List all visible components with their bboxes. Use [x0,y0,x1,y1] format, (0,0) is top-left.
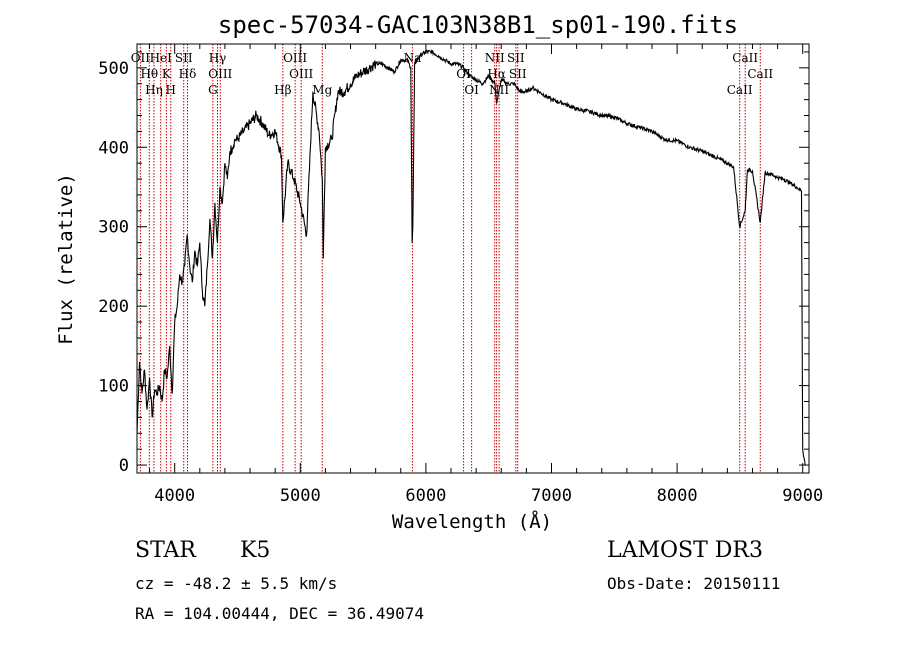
flux-series-line [136,48,806,466]
spectral-line-label: CaII [732,51,758,65]
x-tick-label: 6000 [405,486,446,506]
spectral-line-label: OII [131,51,151,65]
spectral-line-label: Hγ [209,51,227,65]
y-tick-label: 100 [98,377,129,397]
spectral-line-label: H [166,83,176,97]
spectral-line-label: G [208,83,218,97]
y-axis-ticks: 0 100 200 300 400 500 [98,51,809,476]
y-tick-label: 200 [98,297,129,317]
object-subclass: K5 [240,538,271,563]
spectral-line-label: SII [507,51,525,65]
object-class: STAR [135,538,196,563]
spectral-line-label: Mg [312,83,332,97]
obs-date: Obs-Date: 20150111 [607,574,781,593]
spectral-line-label: SII [175,51,193,65]
spectral-line-label: OI [464,83,479,97]
spectral-line-label: OI [456,67,471,81]
spectral-line-label: CaII [747,67,773,81]
spectral-line-label: OIII [283,51,307,65]
x-axis-label: Wavelength (Å) [392,510,552,533]
spectral-line-label: Hθ [140,67,158,81]
spectral-line-label: HeI [150,51,173,65]
spectral-line-label: Hδ [179,67,197,81]
spectral-line-label: OIII [208,67,232,81]
x-tick-label: 7000 [531,486,572,506]
y-tick-label: 500 [98,59,129,79]
x-tick-label: 4000 [154,486,195,506]
y-axis-label: Flux (relative) [55,173,77,345]
chart-title: spec-57034-GAC103N38B1_sp01-190.fits [218,11,738,39]
survey-label: LAMOST DR3 [607,538,763,563]
spectral-line-label: K [162,67,172,81]
spectral-line-label: OIII [289,67,313,81]
spectral-line-label: Hη [145,83,163,97]
spectral-line-label: CaII [727,83,753,97]
spectral-line-markers [139,44,761,473]
y-tick-label: 0 [119,456,129,476]
x-tick-label: 9000 [782,486,823,506]
y-tick-label: 400 [98,138,129,158]
spectral-line-labels: OIIHθHηHeIKHSIIHδGHγOIIIHβOIIIOIIIMgNaOI… [131,51,774,97]
y-tick-label: 300 [98,218,129,238]
spectral-line-label: NII [485,51,505,65]
x-axis-ticks: 4000 5000 6000 7000 8000 9000 [149,44,823,506]
coordinates: RA = 104.00444, DEC = 36.49074 [135,604,424,623]
x-tick-label: 8000 [657,486,698,506]
spectral-line-label: Hβ [274,83,291,97]
spectral-line-label: Hα [487,67,506,81]
redshift-value: cz = -48.2 ± 5.5 km/s [135,574,338,593]
plot-frame [136,43,810,474]
x-tick-label: 5000 [280,486,321,506]
spectral-line-label: SII [509,67,527,81]
